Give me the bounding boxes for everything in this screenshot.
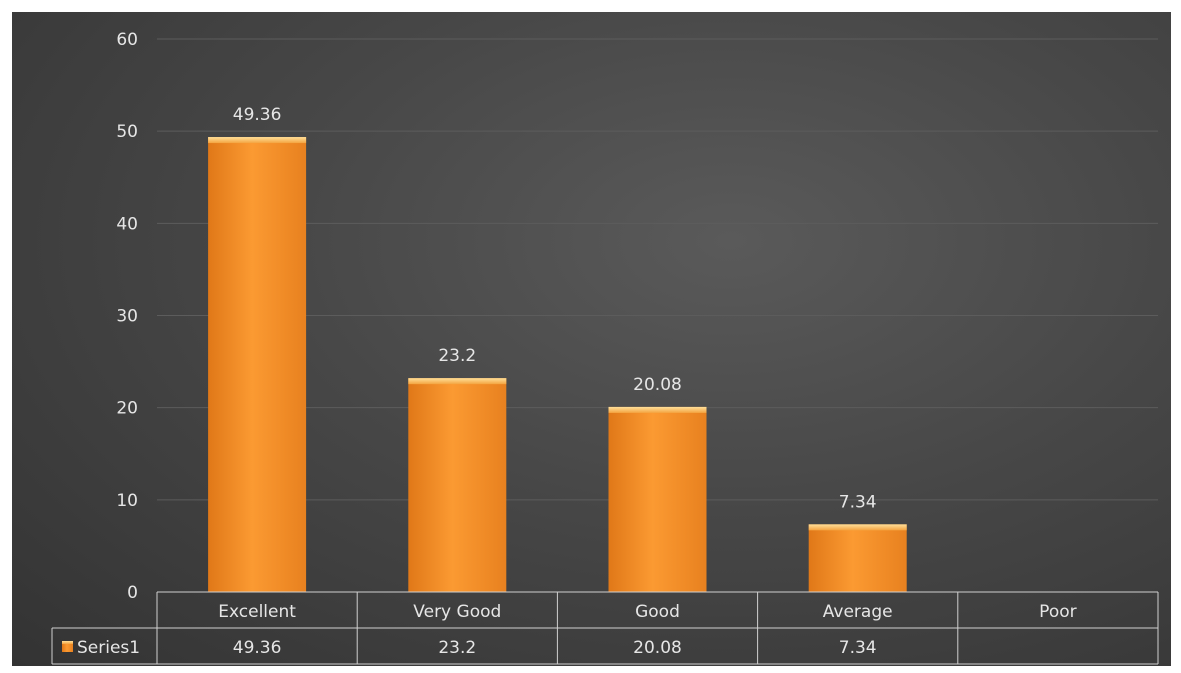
- table-value: 20.08: [633, 638, 682, 658]
- y-tick-label: 20: [116, 399, 138, 419]
- bar-good: [608, 406, 707, 592]
- y-tick-label: 50: [116, 122, 138, 142]
- y-tick-label: 60: [116, 30, 138, 50]
- series-name: Series1: [77, 638, 140, 658]
- category-label: Poor: [1039, 602, 1076, 622]
- data-labels: 49.36 23.2 20.08 7.34: [233, 105, 877, 512]
- table-value: 23.2: [438, 638, 476, 658]
- bars: [208, 137, 907, 592]
- data-label: 20.08: [633, 375, 682, 395]
- legend-series1: Series1: [62, 638, 140, 658]
- data-label: 23.2: [438, 346, 476, 366]
- category-label: Average: [823, 602, 893, 622]
- y-tick-label: 30: [116, 307, 138, 327]
- category-label: Excellent: [218, 602, 296, 622]
- data-label: 7.34: [839, 492, 877, 512]
- bar-chart: 0 10 20 30 40 50 60 49.36 23.2 20.08 7.34 Excelle…: [51, 30, 1159, 665]
- category-label: Good: [635, 602, 680, 622]
- y-tick-label: 10: [116, 491, 138, 511]
- bar-average: [808, 524, 907, 592]
- grid-lines: [157, 38, 1158, 501]
- data-table: Excellent 49.36 Very Good 23.2 Good 20.08 Aver…: [51, 591, 1159, 665]
- y-tick-label: 40: [116, 214, 138, 234]
- category-label: Very Good: [413, 602, 501, 622]
- data-label: 49.36: [233, 105, 282, 125]
- table-value: 49.36: [233, 638, 282, 658]
- y-axis-ticks: 0 10 20 30 40 50 60: [116, 30, 138, 603]
- chart-area: 0 10 20 30 40 50 60 49.36 23.2 20.08 7.34 Excelle…: [12, 12, 1171, 666]
- table-value: 7.34: [839, 638, 877, 658]
- y-tick-label: 0: [127, 583, 138, 603]
- bar-excellent: [208, 137, 307, 592]
- bar-very-good: [408, 378, 507, 592]
- legend-key: [62, 641, 73, 652]
